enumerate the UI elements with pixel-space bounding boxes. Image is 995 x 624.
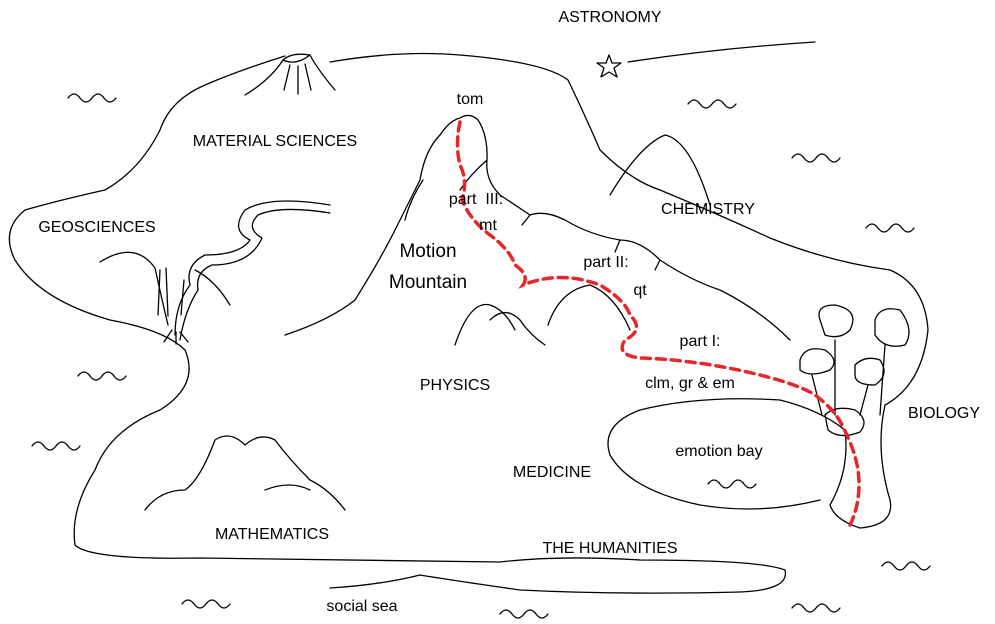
- volcano: [245, 54, 335, 95]
- label-humanities: THE HUMANITIES: [542, 540, 677, 557]
- label-mountain-line1: Motion: [399, 241, 456, 262]
- label-astronomy: ASTRONOMY: [558, 9, 661, 26]
- label-physics: PHYSICS: [420, 377, 490, 394]
- trees: [800, 305, 909, 436]
- label-emotion-bay: emotion bay: [675, 443, 762, 460]
- map: ASTRONOMY tom MATERIAL SCIENCES CHEMISTR…: [0, 0, 995, 619]
- label-part2-title: part II:: [583, 254, 628, 271]
- label-geosciences: GEOSCIENCES: [38, 219, 155, 236]
- label-chemistry: CHEMISTRY: [661, 201, 755, 218]
- star: [597, 55, 621, 77]
- label-part3-topic: mt: [479, 217, 497, 234]
- label-part3-title: part III:: [449, 191, 503, 208]
- label-part2-topic: qt: [633, 282, 647, 299]
- label-mathematics: MATHEMATICS: [215, 526, 329, 543]
- hills-chemistry: [610, 135, 710, 205]
- comet-tail: [628, 42, 815, 62]
- river: [175, 201, 330, 340]
- label-part1-title: part I:: [680, 333, 721, 350]
- label-mountain-line2: Mountain: [389, 272, 467, 293]
- label-material-sciences: MATERIAL SCIENCES: [193, 133, 357, 150]
- page: {"labels": { "astronomy": "ASTRONOMY", "…: [0, 0, 995, 619]
- label-peak: tom: [457, 91, 484, 108]
- label-biology: BIOLOGY: [908, 405, 980, 422]
- hills-mathematics: [145, 436, 345, 510]
- waves: [32, 94, 930, 618]
- label-part1-topic: clm, gr & em: [645, 375, 735, 392]
- humanities-shore: [330, 575, 420, 588]
- land-outline: [9, 54, 928, 594]
- label-medicine: MEDICINE: [513, 464, 591, 481]
- label-social-sea: social sea: [326, 598, 397, 615]
- hills-physics: [455, 285, 630, 345]
- motion-mountain: [285, 115, 790, 340]
